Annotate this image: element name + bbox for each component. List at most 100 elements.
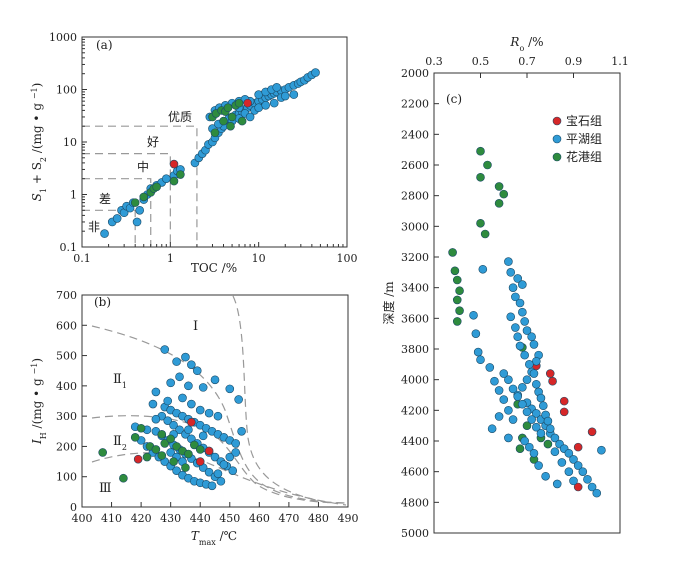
c-ytick-label: 4800: [401, 496, 429, 509]
c-point-huagang: [452, 275, 462, 285]
grade-label-hao: 好: [147, 135, 159, 149]
c-point-pinghu: [499, 369, 509, 378]
c-point-pinghu: [527, 332, 536, 342]
panel-c-y-title: 深度 /m: [381, 281, 396, 325]
c-point-huagang: [543, 439, 553, 449]
region-2-1: Ⅱ1: [113, 372, 127, 390]
c-ytick-label: 3600: [401, 312, 429, 325]
region-2-1-sub: 1: [122, 381, 127, 390]
c-point-pinghu: [473, 347, 483, 357]
c-point-pinghu: [504, 433, 513, 443]
b-point-huagang: [157, 430, 167, 439]
c-point-pinghu: [587, 482, 597, 492]
c-point-huagang: [483, 160, 492, 170]
b-point-huagang: [98, 448, 107, 457]
c-point-pinghu: [515, 298, 525, 308]
c-point-pinghu: [597, 445, 606, 455]
b-point-huagang: [142, 452, 152, 462]
b-point-pinghu: [178, 393, 187, 403]
c-point-huagang: [494, 199, 504, 208]
b-point-huagang: [136, 423, 146, 433]
c-point-pinghu: [573, 461, 583, 470]
a-ytick-label: 100: [56, 84, 77, 97]
a-point-pinghu: [272, 83, 281, 92]
c-point-pinghu: [564, 467, 574, 476]
c-point-pinghu: [531, 379, 541, 389]
c-point-pinghu: [513, 274, 523, 283]
b-xtick-label: 470: [278, 512, 299, 525]
boundary-2: [232, 295, 331, 504]
b-ytick-label: 0: [70, 501, 77, 514]
b-ylabel-p2: /(mg • g: [30, 374, 44, 432]
c-point-pinghu: [504, 375, 513, 384]
c-point-pinghu: [485, 363, 495, 372]
c-point-pinghu: [525, 442, 534, 452]
a-ytick-label: 1000: [49, 31, 77, 44]
a-point-pinghu: [132, 217, 142, 227]
a-point-huagang: [130, 198, 140, 207]
a-ylabel-p3: 2: [39, 157, 48, 162]
b-xlabel-p1: max: [199, 538, 216, 547]
c-point-huagang: [455, 306, 464, 315]
c-point-pinghu: [504, 257, 513, 266]
b-xtick-label: 450: [219, 512, 240, 525]
c-point-pinghu: [529, 340, 539, 349]
c-point-baoshi: [559, 396, 569, 406]
a-xtick-label: 1: [167, 252, 174, 265]
b-point-pinghu: [225, 384, 235, 394]
c-point-huagang: [494, 182, 504, 191]
panel-c-label: (c): [446, 92, 462, 106]
c-point-huagang: [499, 189, 509, 199]
a-xtick-label: 0.1: [73, 252, 91, 265]
a-ylabel-p0: S: [30, 193, 44, 201]
c-xtick-label: 0.3: [425, 55, 443, 68]
b-point-huagang: [184, 449, 193, 459]
c-point-pinghu: [518, 383, 527, 392]
b-point-baoshi: [195, 457, 205, 466]
a-point-huagang: [152, 182, 161, 192]
a-point-pinghu: [112, 214, 122, 223]
b-xtick-label: 480: [308, 512, 329, 525]
c-point-pinghu: [499, 395, 509, 404]
b-point-pinghu: [192, 366, 202, 376]
b-ytick-label: 400: [56, 380, 77, 393]
panel-b-y-title: IH /(mg • g −1): [30, 358, 48, 445]
c-point-pinghu: [478, 264, 488, 274]
c-point-huagang: [522, 421, 532, 430]
b-point-pinghu: [148, 399, 158, 409]
c-ytick-label: 2600: [401, 159, 429, 172]
b-ylabel-p3: −1: [30, 363, 39, 375]
region-2-2-sub: 2: [122, 443, 127, 452]
b-point-pinghu: [172, 466, 181, 475]
a-point-huagang: [223, 103, 233, 113]
c-point-pinghu: [543, 416, 553, 426]
c-point-huagang: [515, 444, 525, 453]
region-2-1-base: Ⅱ: [113, 372, 122, 387]
a-ytick-label: 0.1: [60, 241, 78, 254]
b-point-pinghu: [216, 476, 226, 486]
b-point-pinghu: [184, 425, 193, 435]
a-point-pinghu: [245, 112, 255, 122]
c-point-baoshi: [548, 376, 557, 386]
c-point-pinghu: [536, 429, 546, 438]
c-point-pinghu: [534, 461, 543, 470]
region-2-2-base: Ⅱ: [113, 434, 122, 449]
c-xlabel-p1: o: [519, 44, 524, 53]
b-point-pinghu: [187, 360, 196, 369]
c-point-baoshi: [559, 407, 569, 417]
c-ytick-label: 2400: [401, 128, 429, 141]
a-ylabel-p5: −1: [30, 87, 39, 99]
b-point-pinghu: [169, 420, 178, 430]
b-point-pinghu: [166, 448, 175, 457]
legend-marker-baoshi: [552, 116, 562, 126]
panel-c-ticks: 0.3 0.5 0.7 0.9 1.1 2000 2200 2400 2600 2800 3000 3…: [401, 55, 629, 540]
c-point-huagang: [476, 218, 485, 228]
c-point-pinghu: [513, 332, 523, 342]
c-point-pinghu: [506, 268, 516, 277]
b-point-pinghu: [213, 411, 223, 421]
c-ytick-label: 4600: [401, 466, 429, 479]
panel-a-ticks: 0.1 1 10 100 0.1 1 10 100 1000: [49, 31, 358, 265]
c-ytick-label: 3400: [401, 282, 429, 295]
b-point-pinghu: [198, 431, 208, 441]
